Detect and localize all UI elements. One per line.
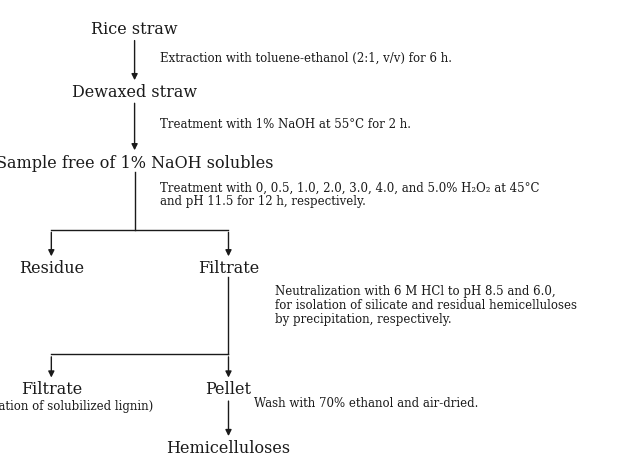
Text: Residue: Residue — [19, 260, 84, 277]
Text: and pH 11.5 for 12 h, respectively.: and pH 11.5 for 12 h, respectively. — [160, 195, 366, 208]
Text: Neutralization with 6 M HCl to pH 8.5 and 6.0,: Neutralization with 6 M HCl to pH 8.5 an… — [275, 285, 556, 298]
Text: Filtrate: Filtrate — [21, 381, 82, 398]
Text: by precipitation, respectively.: by precipitation, respectively. — [275, 313, 452, 325]
Text: for isolation of silicate and residual hemicelluloses: for isolation of silicate and residual h… — [275, 299, 577, 312]
Text: Sample free of 1% NaOH solubles: Sample free of 1% NaOH solubles — [0, 155, 274, 172]
Text: Treatment with 0, 0.5, 1.0, 2.0, 3.0, 4.0, and 5.0% H₂O₂ at 45°C: Treatment with 0, 0.5, 1.0, 2.0, 3.0, 4.… — [160, 182, 539, 195]
Text: Extraction with toluene-ethanol (2:1, v/v) for 6 h.: Extraction with toluene-ethanol (2:1, v/… — [160, 52, 451, 65]
Text: Filtrate: Filtrate — [198, 260, 259, 277]
Text: Wash with 70% ethanol and air-dried.: Wash with 70% ethanol and air-dried. — [254, 397, 478, 410]
Text: (For isolation of solubilized lignin): (For isolation of solubilized lignin) — [0, 400, 153, 413]
Text: Hemicelluloses: Hemicelluloses — [167, 440, 290, 456]
Text: Dewaxed straw: Dewaxed straw — [72, 84, 197, 100]
Text: Treatment with 1% NaOH at 55°C for 2 h.: Treatment with 1% NaOH at 55°C for 2 h. — [160, 118, 411, 131]
Text: Rice straw: Rice straw — [91, 22, 178, 38]
Text: Pellet: Pellet — [205, 381, 252, 398]
